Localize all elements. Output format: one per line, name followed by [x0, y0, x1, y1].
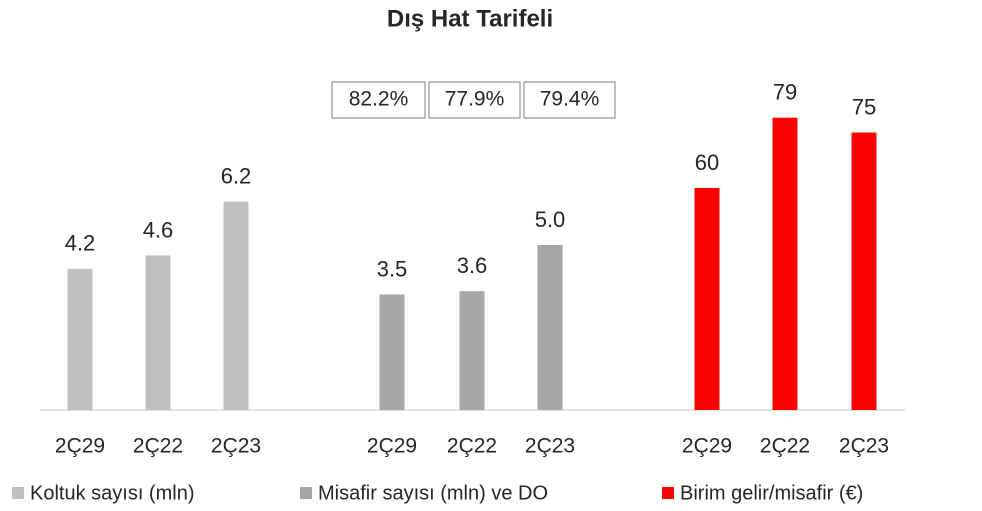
x-tick-label: 2Ç29 [367, 435, 417, 458]
load-factor-label: 77.9% [445, 88, 505, 111]
x-tick-label: 2Ç22 [760, 435, 810, 458]
x-tick-label: 2Ç23 [525, 435, 575, 458]
bar [145, 255, 171, 410]
x-tick-label: 2Ç23 [211, 435, 261, 458]
value-label: 4.6 [143, 217, 174, 242]
bar [537, 245, 563, 410]
value-label: 4.2 [65, 231, 96, 256]
bar [851, 132, 877, 410]
legend-swatch [12, 487, 24, 499]
x-tick-label: 2Ç22 [133, 435, 183, 458]
x-tick-label: 2Ç29 [55, 435, 105, 458]
value-label: 3.6 [457, 253, 488, 278]
bar [379, 294, 405, 410]
bar [67, 268, 93, 410]
bar [223, 201, 249, 410]
legend-label: Misafir sayısı (mln) ve DO [318, 482, 548, 504]
load-factor-label: 79.4% [540, 88, 600, 111]
bar [459, 291, 485, 410]
load-factor-box [523, 81, 616, 119]
bar [772, 117, 798, 410]
x-tick-label: 2Ç23 [839, 435, 889, 458]
value-label: 5.0 [535, 207, 566, 232]
value-label: 79 [773, 80, 797, 105]
load-factor-box [428, 81, 521, 119]
value-label: 60 [695, 150, 719, 175]
value-label: 3.5 [377, 256, 408, 281]
chart-title: Dış Hat Tarifeli [387, 5, 553, 32]
legend-label: Birim gelir/misafir (€) [680, 482, 863, 504]
legend-label: Koltuk sayısı (mln) [30, 482, 194, 504]
load-factor-box [331, 81, 426, 119]
value-label: 75 [852, 94, 876, 119]
legend-swatch [662, 487, 674, 499]
x-tick-label: 2Ç22 [447, 435, 497, 458]
bar [694, 188, 720, 410]
x-tick-label: 2Ç29 [682, 435, 732, 458]
legend-swatch [300, 487, 312, 499]
load-factor-label: 82.2% [349, 88, 409, 111]
value-label: 6.2 [221, 163, 252, 188]
